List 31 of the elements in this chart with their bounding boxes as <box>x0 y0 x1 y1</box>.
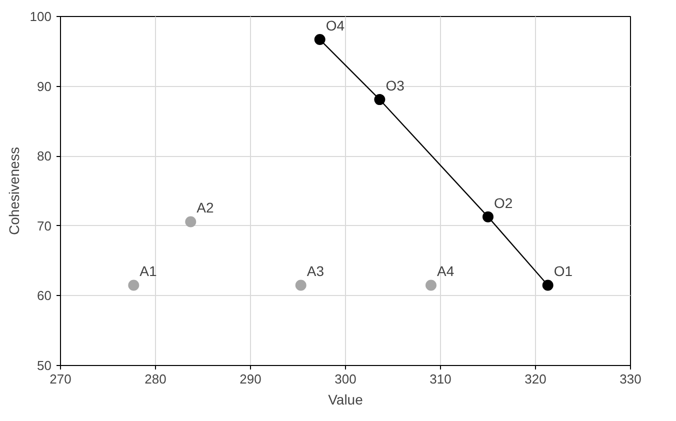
annotation: O2 <box>494 194 513 211</box>
annotation: A4 <box>437 263 454 280</box>
x-tick-label: 320 <box>524 372 546 386</box>
point <box>482 211 494 222</box>
x-tick-label: 270 <box>50 372 72 386</box>
y-axis-title: Cohesiveness <box>6 147 22 235</box>
x-tick-label: 330 <box>620 372 642 386</box>
point <box>295 280 306 291</box>
annotation: O3 <box>386 78 405 94</box>
y-tick-label: 50 <box>37 358 52 373</box>
y-tick-label: 90 <box>37 78 52 94</box>
x-tick-label: 290 <box>240 372 262 386</box>
x-tick-label: 310 <box>430 372 452 386</box>
point <box>374 94 386 106</box>
point <box>426 280 436 291</box>
x-tick-label: 300 <box>334 372 356 386</box>
y-tick-label: 60 <box>37 288 52 304</box>
y-tick-label: 70 <box>37 218 52 234</box>
annotation: A3 <box>306 263 324 280</box>
y-tick-label: 80 <box>37 148 52 164</box>
annotation: O1 <box>554 263 573 280</box>
x-tick-label: 280 <box>144 372 166 386</box>
annotation: A2 <box>196 200 214 216</box>
x-axis-title: Value <box>328 392 364 408</box>
annotation: A1 <box>140 263 157 280</box>
point <box>542 280 554 291</box>
point <box>185 216 196 228</box>
y-tick-label: 100 <box>30 9 52 24</box>
annotation: O4 <box>326 18 345 34</box>
point <box>128 280 140 291</box>
point <box>314 34 326 46</box>
